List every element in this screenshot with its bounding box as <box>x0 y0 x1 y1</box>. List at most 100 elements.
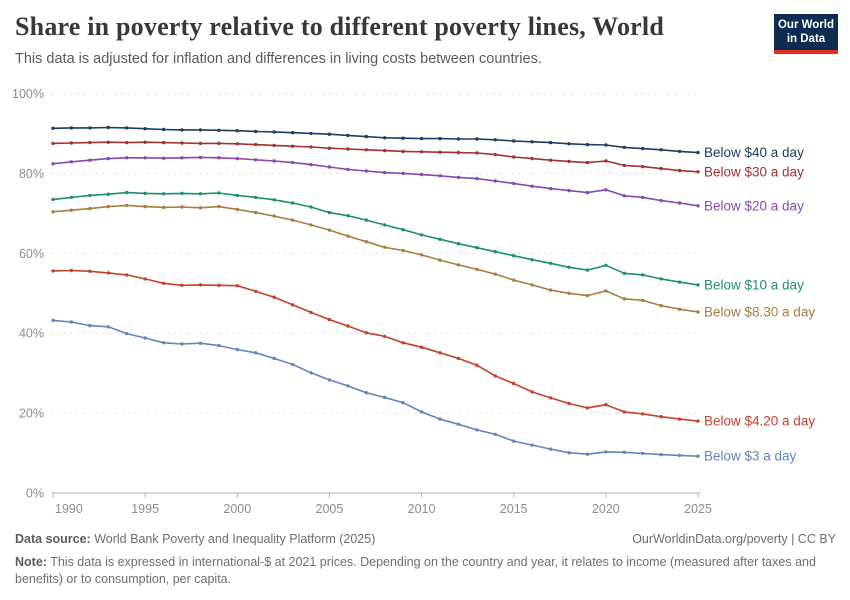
data-point-below-8.30-a-day-2015 <box>512 278 516 282</box>
data-point-below-30-a-day-2015 <box>512 155 516 159</box>
data-point-below-8.30-a-day-1996 <box>161 205 166 210</box>
data-point-below-4.20-a-day-2014 <box>493 374 497 378</box>
data-point-below-20-a-day-2013 <box>475 176 479 181</box>
data-point-below-4.20-a-day-2022 <box>641 412 645 416</box>
data-point-below-20-a-day-2025 <box>696 204 700 208</box>
y-tick-label-0: 0% <box>26 487 44 501</box>
data-point-below-30-a-day-2005 <box>327 146 332 150</box>
data-point-below-40-a-day-2020 <box>604 143 608 147</box>
chart-note: Note: This data is expressed in internat… <box>15 554 836 588</box>
data-point-below-30-a-day-2014 <box>493 152 497 157</box>
data-point-below-20-a-day-2009 <box>401 171 405 176</box>
data-point-below-40-a-day-2011 <box>438 136 442 141</box>
chart-header: Share in poverty relative to different p… <box>15 12 760 67</box>
data-point-below-20-a-day-2008 <box>383 170 387 175</box>
data-point-below-4.20-a-day-2008 <box>383 334 387 339</box>
data-point-below-4.20-a-day-2024 <box>677 417 682 421</box>
data-point-below-4.20-a-day-1996 <box>161 281 166 285</box>
data-point-below-4.20-a-day-2020 <box>604 403 608 407</box>
data-point-below-4.20-a-day-2018 <box>567 401 571 406</box>
data-point-below-40-a-day-2013 <box>475 137 479 141</box>
data-point-below-30-a-day-1999 <box>217 141 221 146</box>
data-point-below-30-a-day-2021 <box>622 163 626 168</box>
data-point-below-30-a-day-1996 <box>161 140 166 145</box>
data-point-below-10-a-day-2021 <box>622 271 626 275</box>
data-point-below-10-a-day-2024 <box>677 280 682 284</box>
data-point-below-40-a-day-1998 <box>198 128 203 132</box>
data-point-below-30-a-day-2011 <box>438 150 442 154</box>
data-point-below-10-a-day-1995 <box>143 191 147 196</box>
data-point-below-10-a-day-2000 <box>235 193 239 198</box>
data-point-below-40-a-day-1993 <box>106 125 111 130</box>
data-point-below-40-a-day-2021 <box>622 145 626 150</box>
data-point-below-8.30-a-day-2006 <box>346 234 350 238</box>
data-point-below-20-a-day-2018 <box>567 188 571 193</box>
data-point-below-30-a-day-1998 <box>198 141 203 146</box>
data-point-below-20-a-day-2004 <box>309 162 313 167</box>
data-point-below-30-a-day-2023 <box>659 166 663 171</box>
data-point-below-40-a-day-2019 <box>585 142 590 147</box>
data-point-below-40-a-day-1997 <box>180 128 184 132</box>
data-point-below-4.20-a-day-2015 <box>512 381 516 386</box>
data-point-below-10-a-day-2018 <box>567 265 571 269</box>
data-point-below-3-a-day-2018 <box>567 451 571 455</box>
series-label-below-30-a-day: Below $30 a day <box>704 164 804 179</box>
data-point-below-3-a-day-2010 <box>419 410 424 414</box>
data-point-below-8.30-a-day-2003 <box>290 218 295 222</box>
data-point-below-3-a-day-2001 <box>254 351 258 355</box>
data-point-below-10-a-day-2001 <box>254 195 258 200</box>
attribution-link[interactable]: OurWorldinData.org/poverty | CC BY <box>632 532 836 546</box>
data-source: Data source: World Bank Poverty and Ineq… <box>15 531 375 548</box>
data-point-below-4.20-a-day-2025 <box>696 419 700 423</box>
data-point-below-30-a-day-2003 <box>290 144 295 148</box>
data-point-below-8.30-a-day-1997 <box>180 205 184 209</box>
y-tick-label-80: 80% <box>19 167 44 181</box>
data-point-below-10-a-day-2011 <box>438 237 442 241</box>
series-line-below-40-a-day <box>52 126 699 154</box>
data-point-below-30-a-day-1995 <box>143 140 147 144</box>
data-point-below-10-a-day-2008 <box>383 223 387 227</box>
series-label-below-4.20-a-day: Below $4.20 a day <box>704 414 815 429</box>
x-tick-label-1995: 1995 <box>131 502 159 516</box>
data-point-below-3-a-day-1993 <box>106 325 111 329</box>
data-point-below-20-a-day-2020 <box>604 188 608 192</box>
data-point-below-40-a-day-1990 <box>51 126 55 130</box>
data-point-below-10-a-day-2003 <box>290 201 295 205</box>
data-point-below-20-a-day-1993 <box>106 156 111 161</box>
data-point-below-40-a-day-2012 <box>456 137 461 141</box>
data-point-below-10-a-day-1993 <box>106 192 111 196</box>
x-tick-label-2020: 2020 <box>592 502 620 516</box>
data-point-below-4.20-a-day-2009 <box>401 341 405 345</box>
data-point-below-20-a-day-2019 <box>585 190 590 195</box>
data-point-below-30-a-day-2013 <box>475 151 479 155</box>
data-point-below-8.30-a-day-2010 <box>419 253 424 257</box>
data-point-below-30-a-day-2006 <box>346 147 350 151</box>
data-point-below-40-a-day-2003 <box>290 131 295 135</box>
data-source-value: World Bank Poverty and Inequality Platfo… <box>94 532 376 546</box>
data-point-below-8.30-a-day-2017 <box>548 288 553 292</box>
data-point-below-3-a-day-2021 <box>622 450 626 454</box>
data-point-below-10-a-day-1991 <box>69 195 74 200</box>
series-line-below-4.20-a-day <box>52 269 699 422</box>
data-point-below-20-a-day-2012 <box>456 175 461 180</box>
data-point-below-4.20-a-day-2019 <box>585 406 590 410</box>
data-point-below-8.30-a-day-2019 <box>585 293 590 298</box>
data-point-below-10-a-day-1998 <box>198 192 203 196</box>
data-point-below-30-a-day-2004 <box>309 145 313 149</box>
data-point-below-40-a-day-2007 <box>364 134 368 139</box>
data-point-below-20-a-day-2017 <box>548 186 553 191</box>
data-point-below-4.20-a-day-1998 <box>198 283 203 287</box>
data-point-below-40-a-day-2025 <box>696 150 700 155</box>
data-point-below-4.20-a-day-1999 <box>217 283 221 287</box>
note-label: Note: <box>15 554 47 569</box>
data-point-below-20-a-day-2007 <box>364 169 368 173</box>
data-point-below-3-a-day-2024 <box>677 453 682 458</box>
data-point-below-3-a-day-1996 <box>161 341 166 345</box>
data-point-below-10-a-day-2022 <box>641 273 645 277</box>
data-point-below-10-a-day-2014 <box>493 250 497 254</box>
data-point-below-8.30-a-day-2023 <box>659 303 663 308</box>
data-point-below-10-a-day-2007 <box>364 218 368 222</box>
data-point-below-20-a-day-2016 <box>530 184 534 188</box>
data-point-below-8.30-a-day-1993 <box>106 204 111 209</box>
data-point-below-3-a-day-2011 <box>438 417 442 421</box>
